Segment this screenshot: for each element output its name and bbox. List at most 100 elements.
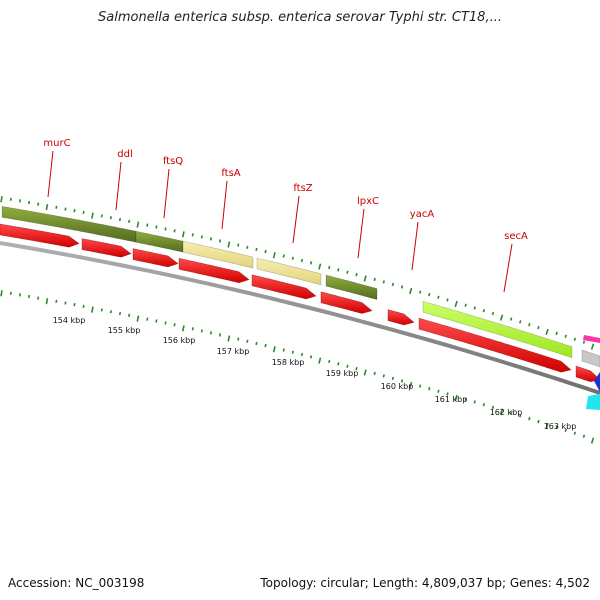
tick-minor [309, 261, 313, 265]
cds-arrow [251, 274, 317, 300]
kbp-label-layer: 154 kbp 155 kbp 156 kbp 157 kbp 158 kbp 159 k… [53, 316, 577, 431]
tick-minor [128, 313, 131, 317]
tick-minor [437, 389, 440, 393]
kbp-label: 155 kbp [108, 326, 141, 335]
tick-minor [355, 366, 358, 371]
tick-minor [428, 292, 431, 297]
cds-arrow [418, 317, 572, 373]
gene-label: secA [504, 231, 528, 242]
tick-major [590, 343, 595, 350]
tick-major [545, 328, 549, 335]
tick-minor [564, 334, 567, 338]
gene-label: ftsZ [293, 183, 312, 194]
gene-label-layer: murC ddl ftsQ ftsA ftsZ lpxC yacA secA [43, 138, 528, 293]
kbp-label: 154 kbp [53, 316, 86, 325]
gene-label: yacA [410, 209, 435, 220]
tick-minor [146, 317, 149, 321]
tick-minor [464, 303, 467, 307]
tick-minor [282, 254, 285, 258]
feature-band [256, 257, 322, 286]
tick-minor [191, 327, 194, 331]
tick-major [272, 346, 276, 353]
feature-band [135, 230, 184, 253]
tick-minor [300, 352, 304, 357]
backbone-track [0, 241, 600, 395]
backbone-line [0, 241, 600, 395]
tick-major [590, 437, 595, 444]
tick-minor [55, 205, 58, 209]
tick-major [91, 306, 94, 313]
tick-major [45, 204, 49, 211]
tick-minor [55, 299, 58, 303]
tick-minor [564, 428, 567, 432]
tick-minor [109, 310, 112, 314]
tick-minor [237, 243, 240, 247]
tick-major [181, 231, 185, 238]
tick-minor [391, 376, 395, 381]
tick-minor [173, 229, 176, 233]
tick-minor [382, 374, 385, 378]
tick-minor [128, 219, 131, 223]
kbp-label: 158 kbp [272, 358, 305, 367]
tick-minor [282, 348, 285, 352]
tick-major [91, 212, 94, 219]
tick-minor [291, 350, 294, 354]
tick-minor [519, 414, 522, 418]
tick-minor [118, 217, 122, 222]
tick-minor [537, 419, 540, 424]
tick-minor [109, 216, 112, 220]
tick-minor [482, 309, 486, 313]
tick-minor [28, 200, 31, 205]
tick-minor [291, 256, 294, 260]
tick-minor [446, 298, 449, 302]
tick-major [318, 263, 322, 270]
tick-minor [18, 293, 21, 297]
feature-band [581, 349, 600, 368]
tick-minor [437, 295, 440, 299]
tick-major [454, 394, 458, 402]
top-tick-track [0, 196, 595, 350]
tick-minor [218, 239, 222, 243]
tick-minor [209, 331, 213, 335]
tick-minor [582, 434, 586, 438]
tick-minor [491, 405, 495, 410]
tick-minor [328, 265, 331, 270]
tick-minor [146, 223, 149, 227]
tick-minor [473, 306, 476, 310]
tick-major [272, 252, 276, 259]
tick-minor [555, 331, 558, 336]
tick-minor [491, 311, 495, 316]
tick-minor [509, 411, 513, 415]
tick-minor [482, 403, 486, 407]
kbp-label: 159 kbp [326, 369, 359, 378]
edge-feature-blue [594, 372, 600, 392]
gene-label-connector [115, 161, 122, 211]
tick-minor [191, 233, 194, 237]
gene-label-connector [221, 180, 228, 230]
tick-major [136, 315, 140, 322]
kbp-label: 162 kbp [490, 408, 523, 417]
tick-minor [155, 225, 158, 229]
cds-arrow [387, 309, 415, 326]
tick-major [227, 335, 231, 342]
tick-major [318, 357, 322, 364]
tick-minor [555, 425, 558, 430]
bottom-tick-track [0, 290, 595, 444]
tick-minor [337, 268, 340, 272]
tick-minor [246, 245, 249, 249]
cds-arrow [320, 291, 373, 314]
cds-arrow [81, 238, 132, 258]
tick-major [409, 381, 413, 389]
cds-arrow [132, 248, 179, 268]
tick-minor [264, 343, 267, 348]
edge-feature-cyan [586, 394, 600, 410]
accession-label: Accession: NC_003198 [8, 576, 145, 590]
feature-band [422, 300, 573, 359]
tick-minor [419, 290, 422, 294]
tick-minor [573, 337, 577, 341]
tick-minor [446, 392, 449, 396]
gene-label: ddl [117, 149, 132, 160]
tick-major [0, 290, 3, 297]
tick-minor [155, 319, 158, 323]
